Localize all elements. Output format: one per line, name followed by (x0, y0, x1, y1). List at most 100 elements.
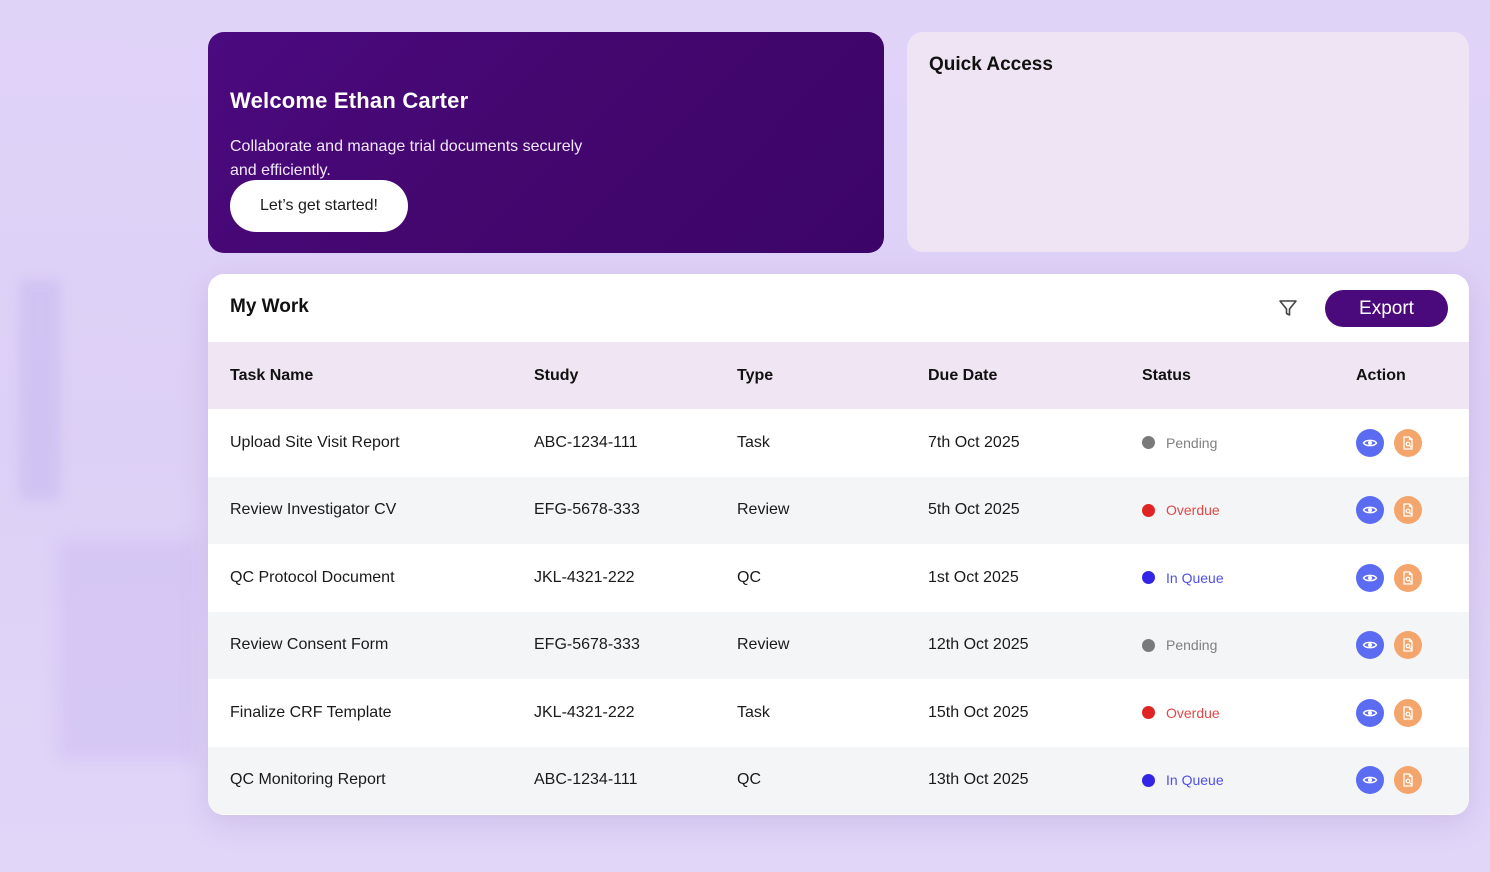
view-button[interactable] (1356, 631, 1384, 660)
status-dot (1142, 773, 1155, 787)
welcome-title: Welcome Ethan Carter (230, 88, 469, 113)
table-row[interactable]: QC Protocol Document JKL-4321-222 QC 1st Oc… (208, 544, 1469, 612)
status-badge: In Queue (1142, 570, 1356, 586)
action-cell (1356, 544, 1469, 612)
document-review-button[interactable] (1394, 631, 1422, 660)
get-started-button[interactable]: Let’s get started! (230, 180, 408, 232)
due-date-cell: 13th Oct 2025 (928, 771, 1029, 789)
document-search-icon (1403, 706, 1413, 720)
status-dot (1142, 706, 1155, 720)
action-cell (1356, 612, 1469, 680)
due-date-cell: 5th Oct 2025 (928, 501, 1020, 519)
document-review-button[interactable] (1394, 698, 1422, 727)
action-cell (1356, 409, 1469, 477)
status-dot (1142, 503, 1155, 517)
filter-icon (1279, 300, 1297, 316)
document-review-button[interactable] (1394, 428, 1422, 457)
type-cell: Task (737, 433, 770, 451)
table-row[interactable]: Review Investigator CV EFG-5678-333 Review… (208, 476, 1469, 545)
status-cell: Pending (1142, 409, 1356, 477)
status-badge: Overdue (1142, 705, 1356, 721)
view-button[interactable] (1356, 496, 1384, 525)
document-search-icon (1403, 503, 1413, 517)
task-name-cell: Review Investigator CV (230, 501, 397, 519)
export-button[interactable]: Export (1325, 290, 1448, 327)
row-actions (1356, 631, 1469, 660)
column-header-study[interactable]: Study (534, 366, 579, 384)
status-label: In Queue (1166, 772, 1224, 789)
column-header-type[interactable]: Type (737, 366, 774, 384)
type-cell: QC (737, 568, 761, 586)
column-header-due-date[interactable]: Due Date (928, 366, 998, 384)
column-header-status[interactable]: Status (1142, 366, 1191, 384)
row-actions (1356, 496, 1469, 525)
due-date-cell: 12th Oct 2025 (928, 636, 1029, 654)
table-body: Upload Site Visit Report ABC-1234-111 Task… (208, 409, 1469, 814)
document-search-icon (1403, 638, 1413, 652)
my-work-panel: My Work Export Task Name Study Type Due … (208, 274, 1469, 815)
status-cell: In Queue (1142, 747, 1356, 815)
eye-icon (1362, 574, 1378, 582)
type-cell: Review (737, 636, 790, 654)
welcome-subtitle: Collaborate and manage trial documents s… (230, 138, 583, 179)
status-label: Overdue (1166, 502, 1220, 519)
my-work-table: Task Name Study Type Due Date Status Act… (208, 342, 1469, 814)
background-blur (20, 280, 60, 500)
study-cell: ABC-1234-111 (534, 433, 638, 451)
status-cell: Overdue (1142, 679, 1356, 747)
status-dot (1142, 436, 1155, 450)
eye-icon (1362, 709, 1378, 717)
row-actions (1356, 766, 1469, 795)
type-cell: Review (737, 501, 790, 519)
study-cell: ABC-1234-111 (534, 771, 638, 789)
status-badge: Pending (1142, 637, 1356, 653)
filter-button[interactable] (1274, 294, 1302, 322)
my-work-title: My Work (230, 296, 309, 317)
document-review-button[interactable] (1394, 766, 1422, 795)
type-cell: Task (737, 703, 770, 721)
task-name-cell: Finalize CRF Template (230, 703, 392, 721)
status-label: In Queue (1166, 569, 1224, 586)
study-cell: JKL-4321-222 (534, 568, 635, 586)
status-dot (1142, 638, 1155, 652)
table-row[interactable]: Upload Site Visit Report ABC-1234-111 Task… (208, 409, 1469, 477)
task-name-cell: Review Consent Form (230, 636, 389, 654)
view-button[interactable] (1356, 428, 1384, 457)
type-cell: QC (737, 771, 761, 789)
status-badge: In Queue (1142, 772, 1356, 788)
due-date-cell: 1st Oct 2025 (928, 568, 1019, 586)
eye-icon (1362, 439, 1378, 447)
quick-access-title: Quick Access (929, 54, 1053, 75)
due-date-cell: 15th Oct 2025 (928, 703, 1029, 721)
welcome-card: Welcome Ethan Carter Collaborate and man… (208, 32, 884, 253)
view-button[interactable] (1356, 698, 1384, 727)
column-header-task-name[interactable]: Task Name (230, 366, 314, 384)
action-cell (1356, 747, 1469, 815)
my-work-header: My Work Export (208, 274, 1469, 342)
view-button[interactable] (1356, 563, 1384, 592)
status-cell: Overdue (1142, 477, 1356, 545)
row-actions (1356, 563, 1469, 592)
row-actions (1356, 698, 1469, 727)
document-review-button[interactable] (1394, 563, 1422, 592)
table-header-row: Task Name Study Type Due Date Status Act… (208, 342, 1469, 409)
task-name-cell: Upload Site Visit Report (230, 433, 400, 451)
table-row[interactable]: Finalize CRF Template JKL-4321-222 Task 15t… (208, 679, 1469, 747)
table-row[interactable]: QC Monitoring Report ABC-1234-111 QC 13th O… (208, 746, 1469, 815)
column-header-action: Action (1356, 366, 1406, 384)
study-cell: JKL-4321-222 (534, 703, 635, 721)
status-label: Overdue (1166, 704, 1220, 721)
document-review-button[interactable] (1394, 496, 1422, 525)
task-name-cell: QC Protocol Document (230, 568, 395, 586)
status-label: Pending (1166, 434, 1218, 451)
view-button[interactable] (1356, 766, 1384, 795)
status-badge: Pending (1142, 435, 1356, 451)
action-cell (1356, 679, 1469, 747)
table-row[interactable]: Review Consent Form EFG-5678-333 Review 12t… (208, 611, 1469, 680)
status-dot (1142, 571, 1155, 585)
row-actions (1356, 428, 1469, 457)
status-badge: Overdue (1142, 502, 1356, 518)
document-search-icon (1403, 571, 1413, 585)
eye-icon (1362, 776, 1378, 784)
